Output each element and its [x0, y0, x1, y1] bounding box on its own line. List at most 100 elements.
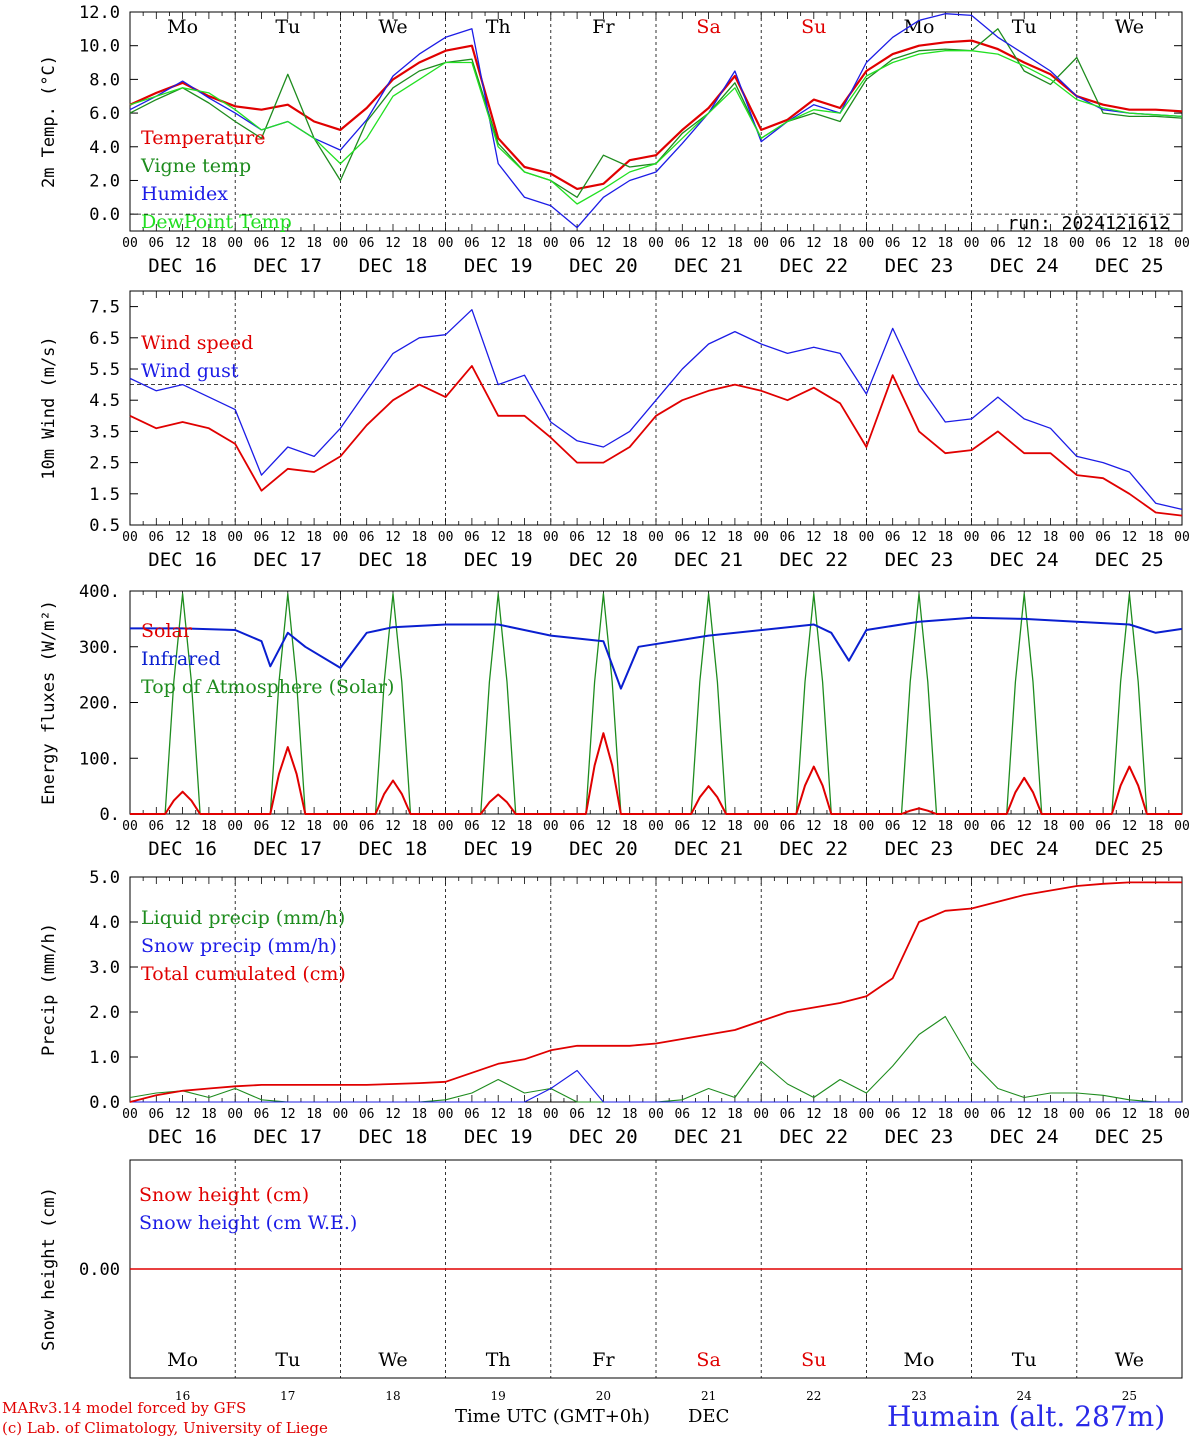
y-tick-label: 0.5 [89, 516, 120, 536]
hour-tick-label: 18 [622, 819, 638, 834]
hour-tick-label: 06 [780, 236, 796, 251]
hour-tick-label: 12 [175, 530, 191, 545]
hour-tick-label: 18 [1043, 819, 1059, 834]
hour-tick-label: 06 [148, 530, 164, 545]
hour-tick-label: 18 [1043, 1107, 1059, 1122]
hour-tick-label: 00 [964, 1107, 980, 1122]
date-label: DEC 22 [779, 549, 848, 571]
hour-tick-label: 12 [911, 819, 927, 834]
hour-tick-label: 12 [280, 819, 296, 834]
date-label: DEC 20 [569, 255, 638, 277]
series-line [129, 364, 1183, 517]
hour-tick-label: 12 [1016, 819, 1032, 834]
hour-tick-label: 00 [438, 530, 454, 545]
hour-tick-label: 06 [990, 819, 1006, 834]
model-credit: MARv3.14 model forced by GFS [2, 1399, 247, 1417]
hour-tick-label: 00 [122, 530, 138, 545]
legend-entry: Total cumulated (cm) [141, 963, 346, 985]
legend-entry: Infrared [141, 648, 221, 670]
hour-tick-label: 12 [1122, 819, 1138, 834]
hour-tick-label: 12 [490, 236, 506, 251]
hour-tick-label: 12 [385, 819, 401, 834]
hour-tick-label: 18 [517, 819, 533, 834]
hour-tick-label: 12 [911, 530, 927, 545]
hour-tick-label: 12 [806, 1107, 822, 1122]
hour-tick-label: 06 [464, 530, 480, 545]
hour-tick-label: 00 [543, 1107, 559, 1122]
hour-tick-label: 00 [753, 530, 769, 545]
date-label: DEC 17 [253, 838, 322, 860]
hour-tick-label: 00 [859, 530, 875, 545]
y-tick-label: 0. [100, 805, 120, 825]
day-number-label: 17 [280, 1389, 295, 1403]
panel-3: 00 06 12 18 00 06 12 18 00 06 12 18 00 06 12 18 00 06 12 18… [39, 582, 1190, 860]
y-axis-label: Precip (mm/h) [39, 923, 59, 1056]
hour-tick-label: 00 [122, 819, 138, 834]
hour-tick-label: 06 [674, 1107, 690, 1122]
y-axis-label: 2m Temp. (°C) [39, 55, 59, 188]
day-number-label: 20 [596, 1389, 611, 1403]
y-tick-label: 3.5 [89, 422, 120, 442]
hour-tick-label: 00 [753, 1107, 769, 1122]
hour-tick-label: 00 [438, 1107, 454, 1122]
hour-tick-label: 00 [122, 236, 138, 251]
date-label: DEC 19 [464, 255, 533, 277]
y-tick-label: 300. [79, 638, 120, 658]
y-tick-label: 0.00 [79, 1260, 120, 1280]
date-label: DEC 24 [990, 255, 1059, 277]
hour-tick-label: 06 [674, 530, 690, 545]
date-label: DEC 16 [148, 255, 217, 277]
y-tick-label: 2.0 [89, 1003, 120, 1023]
y-tick-label: 12.0 [79, 3, 120, 23]
hour-tick-label: 00 [648, 236, 664, 251]
hour-tick-label: 12 [1016, 236, 1032, 251]
y-axis-label: Snow height (cm) [39, 1187, 59, 1351]
hour-tick-label: 06 [885, 530, 901, 545]
hour-tick-label: 12 [701, 1107, 717, 1122]
hour-tick-label: 12 [596, 530, 612, 545]
hour-tick-label: 00 [1069, 819, 1085, 834]
hour-tick-label: 18 [201, 819, 217, 834]
date-label: DEC 20 [569, 838, 638, 860]
hour-tick-label: 06 [780, 1107, 796, 1122]
hour-tick-label: 06 [1095, 1107, 1111, 1122]
day-number-label: 16 [175, 1389, 190, 1403]
date-label: DEC 20 [569, 1126, 638, 1148]
hour-tick-label: 00 [648, 530, 664, 545]
infrared-line [130, 616, 1183, 690]
hour-tick-label: 12 [385, 530, 401, 545]
day-name-label: Tu [275, 16, 300, 38]
date-label: DEC 21 [674, 255, 743, 277]
hour-tick-label: 12 [280, 236, 296, 251]
hour-tick-label: 00 [333, 819, 349, 834]
hour-tick-label: 00 [859, 236, 875, 251]
day-name-label: Sa [696, 1349, 720, 1371]
hour-tick-label: 06 [359, 819, 375, 834]
hour-tick-label: 06 [254, 1107, 270, 1122]
hour-tick-label: 12 [596, 236, 612, 251]
month-label: DEC [688, 1406, 730, 1427]
date-label: DEC 18 [359, 549, 428, 571]
legend-entry: Snow height (cm W.E.) [139, 1212, 357, 1234]
date-label: DEC 24 [990, 1126, 1059, 1148]
hour-tick-label: 18 [201, 530, 217, 545]
date-label: DEC 18 [359, 255, 428, 277]
date-label: DEC 23 [885, 549, 954, 571]
y-tick-label: 0.0 [89, 205, 120, 225]
date-label: DEC 19 [464, 1126, 533, 1148]
day-number-label: 18 [385, 1389, 400, 1403]
date-label: DEC 17 [253, 549, 322, 571]
legend-entry: Liquid precip (mm/h) [141, 907, 345, 929]
hour-tick-label: 18 [622, 530, 638, 545]
hour-tick-label: 18 [832, 1107, 848, 1122]
hour-tick-label: 00 [1174, 819, 1190, 834]
y-tick-label: 2.0 [89, 171, 120, 191]
hour-tick-label: 18 [727, 819, 743, 834]
hour-tick-label: 12 [280, 1107, 296, 1122]
y-tick-label: 3.0 [89, 958, 120, 978]
hour-tick-label: 06 [885, 819, 901, 834]
hour-tick-label: 12 [701, 236, 717, 251]
date-label: DEC 19 [464, 549, 533, 571]
y-axis-label: Energy fluxes (W/m²) [39, 600, 59, 805]
hour-tick-label: 18 [411, 819, 427, 834]
